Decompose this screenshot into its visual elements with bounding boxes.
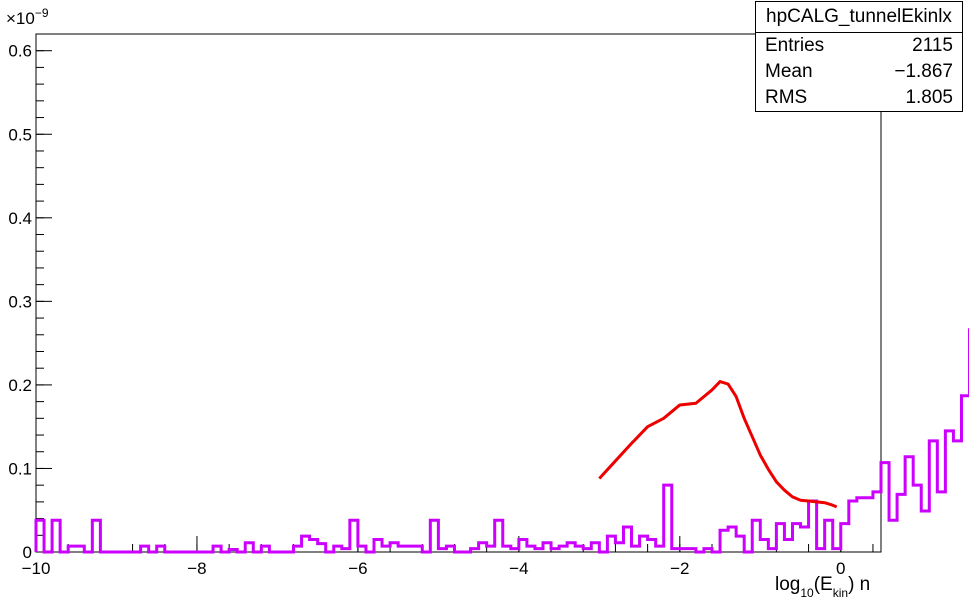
stats-mean-label: Mean [765,61,813,82]
histogram-line [34,328,969,554]
y-tick-label: 0.1 [8,459,32,478]
x-tick-label: −6 [348,559,367,578]
stats-entries-label: Entries [765,35,825,56]
y-tick-label: 0.5 [8,125,32,144]
y-tick-label: 0.6 [8,42,32,61]
x-tick-label: −4 [509,559,528,578]
x-tick-label: −2 [670,559,689,578]
x-axis-title: log10(Ekin) n [775,574,870,600]
y-tick-label: 0.3 [8,292,32,311]
x-tick-label: −8 [187,559,206,578]
y-exponent-label: ×10−9 [6,6,49,28]
stats-mean-value: −1.867 [894,61,953,82]
y-tick-label: 0.4 [8,209,32,228]
stats-row-entries: Entries 2115 [756,33,962,59]
stats-box: hpCALG_tunnelEkinlx Entries 2115 Mean −1… [755,1,963,112]
fit-curve [598,380,838,509]
x-tick-label: 0 [836,559,845,578]
stats-row-mean: Mean −1.867 [756,59,962,85]
stats-entries-value: 2115 [912,35,953,56]
stats-title: hpCALG_tunnelEkinlx [756,2,962,33]
stats-rms-value: 1.805 [905,87,953,108]
x-tick-label: −10 [22,559,51,578]
y-tick-label: 0 [23,543,32,562]
stats-rms-label: RMS [765,87,808,108]
y-tick-label: 0.2 [8,376,32,395]
stats-row-rms: RMS 1.805 [756,85,962,111]
y-axis: 0 0.1 0.2 0.3 0.4 0.5 0.6 [8,33,52,562]
